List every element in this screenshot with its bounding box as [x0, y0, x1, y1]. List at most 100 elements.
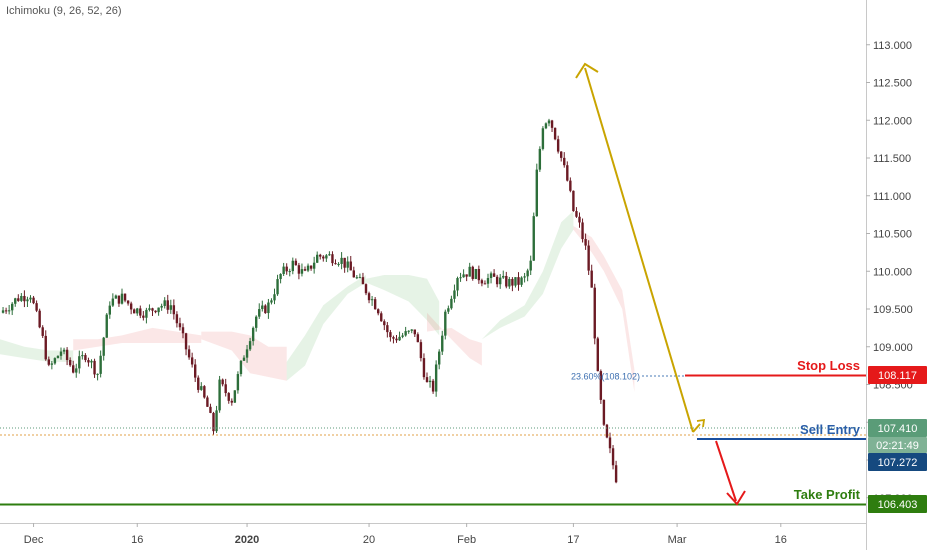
candle-body: [352, 270, 355, 278]
candle-body: [343, 257, 346, 268]
candle-body: [203, 386, 206, 398]
candle-body: [32, 297, 35, 304]
candle-body: [538, 148, 542, 170]
candle-body: [123, 293, 127, 301]
candle-body: [398, 336, 401, 341]
candle-body: [566, 165, 569, 181]
candle-body: [59, 351, 63, 356]
candle-body: [306, 265, 310, 271]
candle-body: [267, 302, 270, 314]
time-tick-label: 17: [567, 534, 579, 546]
candle-body: [553, 127, 557, 140]
candle-body: [142, 315, 145, 318]
candle-body: [547, 120, 551, 124]
candle-body: [264, 305, 267, 314]
candle-body: [23, 296, 26, 302]
candle-body: [550, 120, 554, 128]
candle-body: [373, 299, 377, 310]
time-tick-label: Dec: [24, 534, 44, 546]
candle-body: [316, 254, 319, 263]
candle-body: [68, 360, 72, 366]
candle-body: [495, 276, 499, 285]
candle-body: [65, 349, 69, 361]
candle-body: [288, 271, 291, 273]
candle-body: [279, 273, 282, 280]
candle-body: [236, 374, 240, 391]
fib-level-label: 23.60%(108.102): [571, 372, 640, 382]
current-price-badge-bg: [868, 419, 927, 437]
candle-body: [486, 278, 490, 284]
candles: [1, 118, 618, 484]
candle-body: [17, 298, 20, 301]
candle-body: [282, 266, 285, 274]
candle-body: [526, 270, 529, 277]
candle-body: [428, 380, 432, 383]
candle-body: [575, 211, 578, 217]
candle-body: [294, 260, 298, 266]
candle-body: [291, 260, 294, 272]
sell-entry-price-badge: 107.272: [868, 453, 927, 471]
candle-body: [438, 351, 441, 365]
candle-body: [200, 386, 203, 390]
candle-body: [102, 337, 105, 356]
candle-body: [181, 327, 185, 334]
candle-body: [157, 307, 160, 313]
candle-body: [96, 373, 99, 375]
indicator-label: Ichimoku (9, 26, 52, 26): [6, 5, 122, 17]
candle-body: [44, 335, 47, 360]
candle-body: [331, 254, 334, 264]
price-tick-label: 109.000: [873, 342, 913, 354]
candle-body: [270, 300, 273, 303]
candle-body: [172, 305, 176, 315]
candle-body: [187, 349, 191, 358]
candle-body: [599, 371, 603, 400]
candle-body: [190, 357, 194, 365]
candle-body: [477, 269, 481, 281]
candle-body: [523, 276, 526, 278]
down-arrow-line: [715, 440, 737, 502]
stop-loss-price-badge: 108.117: [868, 366, 927, 384]
bullish-cloud-segment: [481, 210, 574, 340]
candle-body: [492, 273, 496, 277]
trend-line-tail: [692, 423, 701, 433]
price-tick-label: 112.500: [873, 78, 912, 90]
candle-body: [251, 327, 255, 342]
candle-body: [535, 169, 538, 217]
candle-body: [163, 300, 166, 306]
candle-body: [169, 305, 172, 310]
time-tick-label: 16: [775, 534, 787, 546]
candle-body: [407, 330, 410, 332]
candle-body: [401, 335, 404, 337]
candle-body: [29, 297, 32, 300]
candle-body: [139, 308, 142, 316]
price-tick-label: 109.500: [873, 304, 913, 316]
candle-body: [1, 310, 5, 313]
bullish-cloud-segment: [0, 339, 74, 362]
candle-body: [47, 359, 50, 365]
candle-body: [349, 261, 352, 271]
candle-body: [248, 341, 252, 350]
candle-body: [221, 379, 224, 385]
candle-body: [422, 358, 426, 378]
candle-body: [340, 257, 343, 264]
candle-body: [395, 338, 398, 341]
sell-entry-price-badge-bg: [868, 453, 927, 471]
candle-body: [166, 300, 169, 310]
candle-body: [578, 216, 581, 223]
candle-body: [569, 180, 572, 191]
candle-body: [370, 299, 374, 301]
candle-body: [212, 412, 215, 432]
candle-body: [114, 295, 118, 299]
candle-body: [78, 356, 81, 369]
candle-body: [242, 357, 246, 361]
candle-body: [53, 358, 57, 364]
candle-body: [377, 309, 380, 314]
candle-body: [456, 278, 459, 291]
candle-body: [556, 139, 560, 152]
bearish-cloud-segment: [152, 327, 202, 343]
candle-body: [99, 355, 102, 374]
candle-body: [334, 263, 337, 265]
candle-body: [450, 298, 453, 309]
